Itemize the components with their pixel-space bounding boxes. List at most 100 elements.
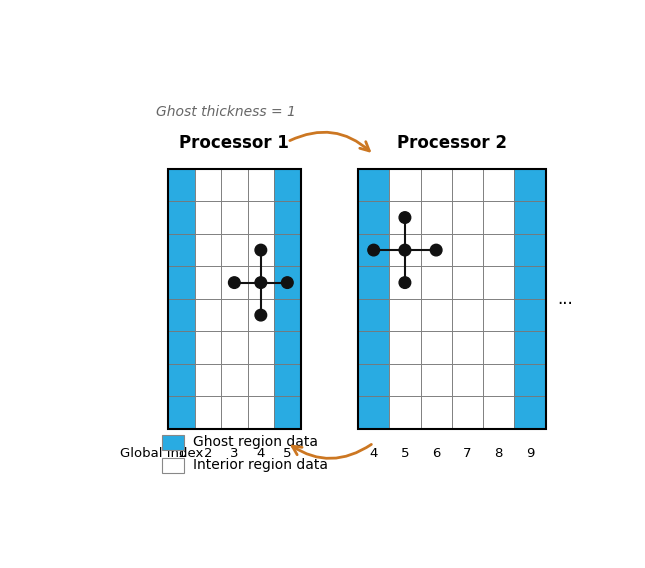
Bar — [248, 169, 274, 201]
Bar — [248, 331, 274, 364]
Text: ...: ... — [557, 290, 573, 308]
Bar — [514, 331, 546, 364]
Bar — [483, 234, 514, 266]
Text: 4: 4 — [257, 447, 265, 460]
Bar — [514, 201, 546, 234]
Bar — [274, 364, 301, 396]
Bar — [358, 234, 390, 266]
Circle shape — [368, 244, 379, 256]
Bar — [483, 364, 514, 396]
Text: Processor 2: Processor 2 — [397, 134, 507, 152]
Bar — [221, 266, 248, 299]
Bar — [358, 201, 390, 234]
Bar — [358, 266, 390, 299]
Bar — [421, 331, 452, 364]
Bar — [274, 396, 301, 429]
Bar — [274, 299, 301, 331]
Bar — [221, 331, 248, 364]
Bar — [195, 234, 221, 266]
Bar — [195, 396, 221, 429]
Text: 9: 9 — [526, 447, 534, 460]
Circle shape — [255, 310, 266, 321]
Bar — [358, 299, 390, 331]
Text: 6: 6 — [432, 447, 441, 460]
Bar — [221, 299, 248, 331]
Circle shape — [255, 277, 266, 289]
Bar — [168, 396, 195, 429]
Bar — [358, 169, 546, 429]
Bar — [168, 169, 195, 201]
Bar — [248, 396, 274, 429]
Bar — [451, 266, 483, 299]
Bar — [514, 266, 546, 299]
Bar — [483, 331, 514, 364]
Bar — [451, 331, 483, 364]
Bar — [358, 364, 390, 396]
Bar — [514, 299, 546, 331]
Bar — [421, 234, 452, 266]
Bar — [195, 266, 221, 299]
Bar — [483, 169, 514, 201]
Bar — [358, 396, 390, 429]
Bar — [221, 201, 248, 234]
Bar — [451, 364, 483, 396]
Bar — [421, 396, 452, 429]
Bar — [421, 266, 452, 299]
Bar — [390, 364, 421, 396]
Bar — [451, 201, 483, 234]
Bar — [274, 234, 301, 266]
Bar — [451, 234, 483, 266]
Circle shape — [399, 277, 411, 289]
Text: Processor 1: Processor 1 — [179, 134, 289, 152]
Circle shape — [430, 244, 442, 256]
Bar — [390, 234, 421, 266]
Bar — [421, 364, 452, 396]
Text: Ghost region data: Ghost region data — [193, 436, 318, 449]
Circle shape — [255, 244, 266, 256]
Bar — [514, 234, 546, 266]
Bar — [168, 169, 301, 429]
Bar — [483, 396, 514, 429]
Bar — [195, 331, 221, 364]
Bar — [162, 435, 184, 450]
Bar — [483, 266, 514, 299]
Bar — [195, 364, 221, 396]
Bar — [195, 169, 221, 201]
Text: Ghost thickness = 1: Ghost thickness = 1 — [157, 105, 296, 119]
Circle shape — [399, 244, 411, 256]
Bar — [451, 396, 483, 429]
Text: Interior region data: Interior region data — [193, 458, 328, 473]
Bar — [274, 201, 301, 234]
Bar — [514, 364, 546, 396]
Bar — [221, 234, 248, 266]
Bar — [168, 364, 195, 396]
Text: 1: 1 — [177, 447, 186, 460]
Circle shape — [399, 212, 411, 223]
Bar — [274, 266, 301, 299]
FancyArrowPatch shape — [290, 132, 370, 151]
Bar — [390, 201, 421, 234]
Bar — [168, 331, 195, 364]
Bar — [483, 201, 514, 234]
Bar — [168, 234, 195, 266]
Bar — [168, 266, 195, 299]
Bar — [421, 299, 452, 331]
Text: 5: 5 — [401, 447, 409, 460]
Bar — [390, 299, 421, 331]
Bar — [451, 299, 483, 331]
Bar — [221, 364, 248, 396]
Bar — [514, 169, 546, 201]
Bar — [248, 201, 274, 234]
Text: 8: 8 — [495, 447, 503, 460]
Bar — [390, 169, 421, 201]
Bar — [483, 299, 514, 331]
Circle shape — [228, 277, 240, 289]
Bar — [248, 234, 274, 266]
Bar — [168, 299, 195, 331]
Bar — [451, 169, 483, 201]
Bar — [248, 299, 274, 331]
Bar — [514, 396, 546, 429]
Bar — [248, 364, 274, 396]
Bar — [221, 396, 248, 429]
Bar — [390, 396, 421, 429]
